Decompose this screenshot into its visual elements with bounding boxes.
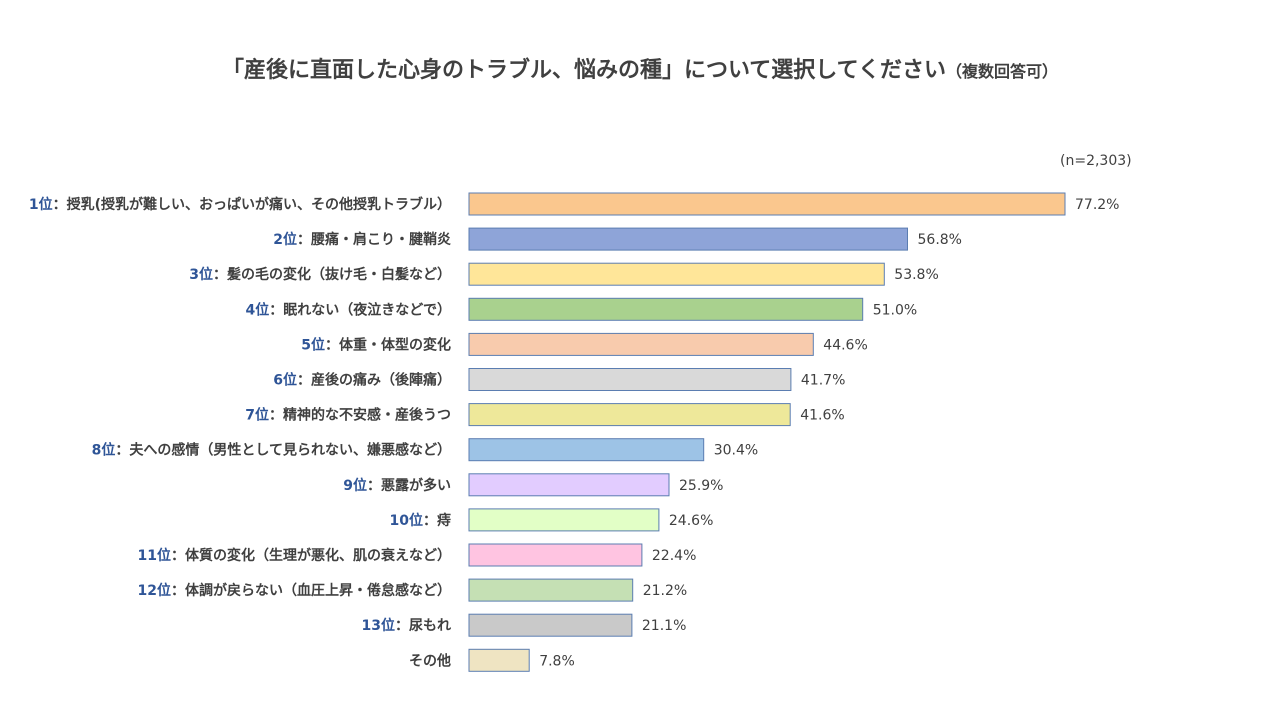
category-text: ：尿もれ [395,618,451,634]
bar [468,192,1066,216]
category-label: 9位：悪露が多い [343,477,451,494]
bar-value-label: 24.6% [669,513,713,529]
category-label: 4位：眠れない（夜泣きなどで） [246,301,451,318]
chart-title: 「産後に直面した心身のトラブル、悩みの種」について選択してください（複数回答可） [0,52,1280,84]
bar-value-label: 53.8% [894,267,938,283]
bar-value-label: 51.0% [873,302,917,318]
category-label: 7位：精神的な不安感・産後うつ [245,407,451,424]
category-text: ：体質の変化（生理が悪化、肌の衰えなど） [171,547,451,564]
category-label: 1位：授乳(授乳が難しい、おっぱいが痛い、その他授乳トラブル） [29,196,451,213]
rank-label: 4位 [246,301,270,318]
bar-value-label: 41.7% [801,373,845,389]
category-text: その他 [409,652,451,669]
category-label: 10位：痔 [390,512,451,529]
bar [468,227,908,251]
category-label: 3位：髪の毛の変化（抜け毛・白髪など） [189,266,451,283]
bar-row: 53.8% 3位：髪の毛の変化（抜け毛・白髪など） [189,262,939,286]
rank-label: 6位 [273,372,297,389]
bar-value-label: 30.4% [714,443,758,459]
bar [468,262,885,286]
bar-value-label: 22.4% [652,548,696,564]
rank-label: 8位 [92,442,116,459]
category-label: その他 [409,652,451,669]
bar [468,543,643,567]
rank-label: 12位 [138,582,171,599]
rank-label: 13位 [362,617,395,634]
bar [468,332,814,356]
rank-label: 1位 [29,196,53,213]
rank-label: 9位 [343,477,367,494]
category-text: ：体調が戻らない（血圧上昇・倦怠感など） [171,582,451,599]
category-text: ：痔 [423,512,451,529]
bar-value-label: 44.6% [823,337,867,353]
bar-value-label: 25.9% [679,478,723,494]
category-text: ：髪の毛の変化（抜け毛・白髪など） [213,266,451,283]
bar-value-label: 77.2% [1075,197,1119,213]
bar [468,473,670,497]
bar-value-label: 56.8% [918,232,962,248]
sample-size-note: (n=2,303) [1060,153,1132,169]
category-label: 6位：産後の痛み（後陣痛） [273,372,451,389]
bar [468,403,791,427]
rank-label: 10位 [390,512,423,529]
rank-label: 2位 [273,231,297,248]
bar [468,368,792,391]
bar-row: 25.9% 9位：悪露が多い [343,473,723,497]
category-text: ：夫への感情（男性として見られない、嫌悪感など） [115,442,451,459]
bar [468,297,864,321]
rank-label: 5位 [301,336,325,353]
bar-row: 30.4% 8位：夫への感情（男性として見られない、嫌悪感など） [92,438,758,462]
chart-title-note: （複数回答可） [946,62,1059,81]
bar-row: 21.2% 12位：体調が戻らない（血圧上昇・倦怠感など） [138,578,687,602]
bar-value-label: 7.8% [539,653,575,669]
category-text: ：悪露が多い [367,477,451,494]
bar [468,648,530,672]
category-text: ：精神的な不安感・産後うつ [269,407,451,424]
category-label: 11位：体質の変化（生理が悪化、肌の衰えなど） [138,547,451,564]
rank-label: 11位 [138,547,171,564]
bar [468,508,660,532]
category-text: ：眠れない（夜泣きなどで） [269,301,451,318]
bar-row: 41.7% 6位：産後の痛み（後陣痛） [273,368,845,391]
bar-value-label: 21.2% [643,583,687,599]
bar-value-label: 21.1% [642,618,686,634]
category-text: ：産後の痛み（後陣痛） [297,372,451,389]
category-label: 12位：体調が戻らない（血圧上昇・倦怠感など） [138,582,451,599]
bar-row: 21.1% 13位：尿もれ [362,613,686,637]
chart-title-main: 「産後に直面した心身のトラブル、悩みの種」について選択してください [221,58,946,83]
category-text: ：授乳(授乳が難しい、おっぱいが痛い、その他授乳トラブル） [53,196,451,213]
bar [468,613,633,637]
rank-label: 7位 [245,407,269,424]
bar-row: 24.6% 10位：痔 [390,508,713,532]
bar-row: 22.4% 11位：体質の変化（生理が悪化、肌の衰えなど） [138,543,696,567]
bar-row: 51.0% 4位：眠れない（夜泣きなどで） [246,297,917,321]
category-label: 5位：体重・体型の変化 [301,336,451,353]
category-label: 2位：腰痛・肩こり・腱鞘炎 [273,231,451,248]
bar [468,438,705,462]
bar-row: 77.2% 1位：授乳(授乳が難しい、おっぱいが痛い、その他授乳トラブル） [29,192,1119,216]
category-label: 13位：尿もれ [362,617,451,634]
category-text: ：腰痛・肩こり・腱鞘炎 [297,231,451,248]
bar [468,578,634,602]
bar-row: 44.6% 5位：体重・体型の変化 [301,332,868,356]
bar-row: 7.8% その他 [409,648,575,672]
bar-row: 56.8% 2位：腰痛・肩こり・腱鞘炎 [273,227,962,251]
bar-row: 41.6% 7位：精神的な不安感・産後うつ [245,403,845,427]
rank-label: 3位 [189,266,213,283]
category-label: 8位：夫への感情（男性として見られない、嫌悪感など） [92,442,451,459]
category-text: ：体重・体型の変化 [325,336,451,353]
bar-value-label: 41.6% [800,408,844,424]
